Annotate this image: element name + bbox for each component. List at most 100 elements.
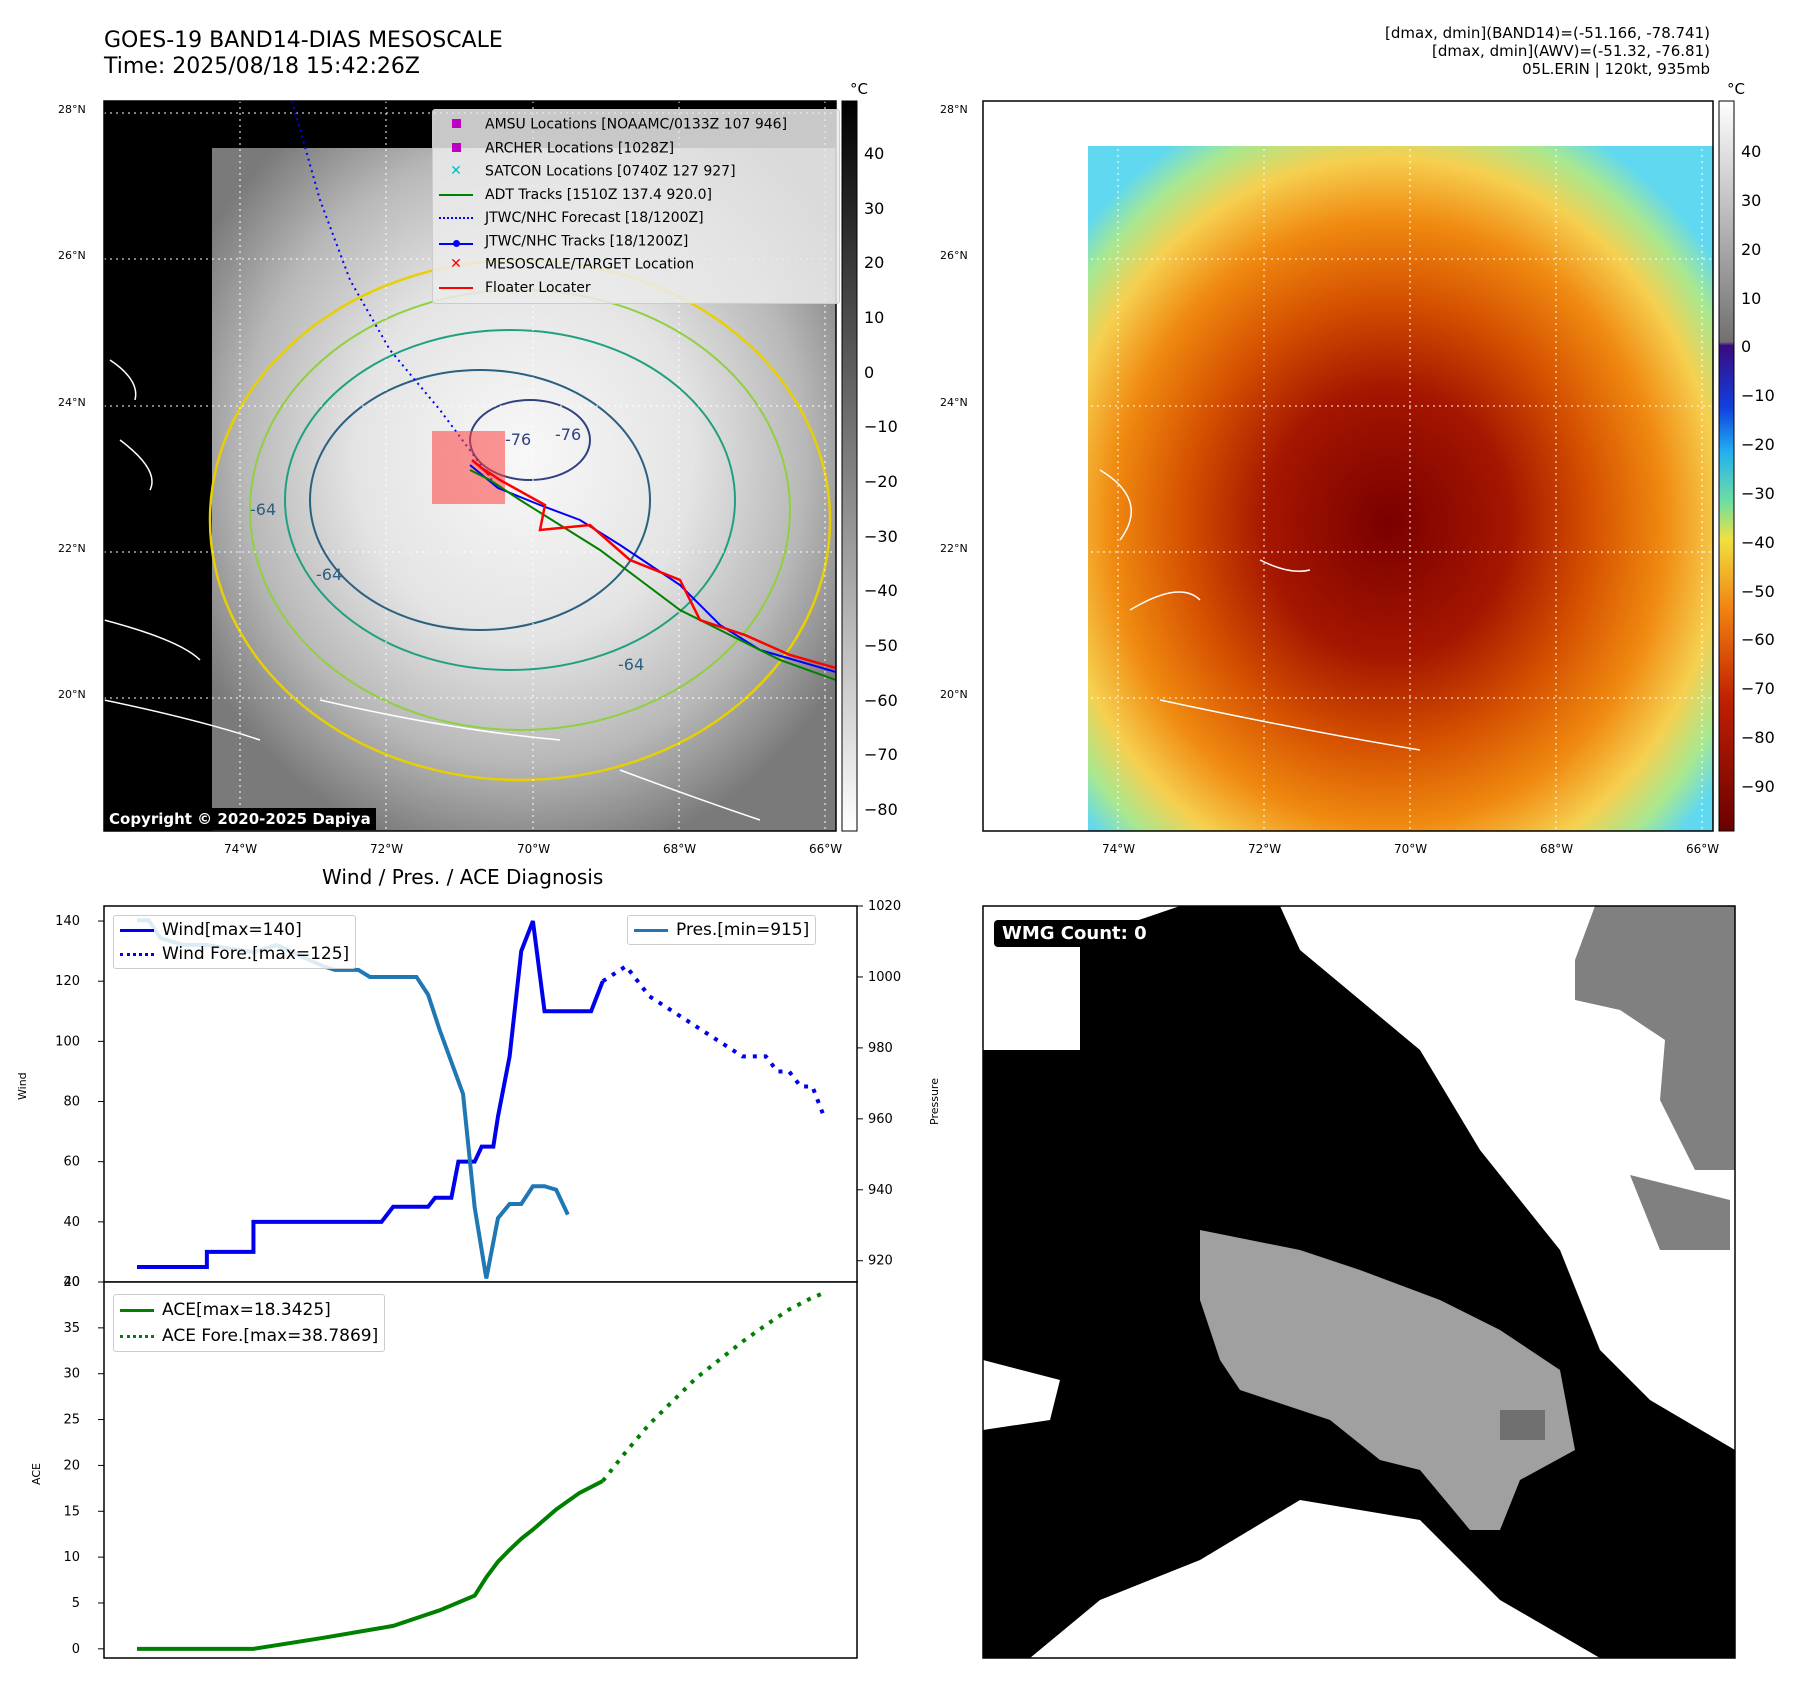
colorbar-tick-label: 0 [864, 362, 875, 382]
colorbar-tick-label: −70 [864, 745, 898, 765]
legend-row: ADT Tracks [1510Z 137.4 920.0] [439, 184, 833, 207]
lon-label: 72°W [370, 842, 404, 856]
colorbar-left-unit: °C [850, 80, 868, 98]
y2-tick-label: 1000 [868, 970, 901, 985]
ace-ylabel: ACE [30, 1463, 43, 1485]
legend-label: JTWC/NHC Tracks [18/1200Z] [485, 233, 689, 249]
adt-track [469, 469, 836, 681]
legend-swatch [439, 286, 473, 289]
legend-swatch: ✕ [450, 256, 462, 272]
colorbar-tick-label: −20 [1741, 435, 1775, 455]
y2-tick-label: 920 [868, 1254, 893, 1269]
coastline [104, 359, 761, 821]
colorbar-tick-label: −60 [864, 690, 898, 710]
wmg-mask-lightgray [1200, 1230, 1575, 1530]
enhanced-ir-image [1088, 146, 1713, 831]
colorbar-tick-label: 30 [864, 198, 885, 218]
colorbar-tick-label: 10 [1741, 288, 1762, 308]
legend-row: ✕ MESOSCALE/TARGET Location [439, 253, 833, 277]
colorbar-tick-label: −80 [864, 800, 898, 819]
legend-label: ARCHER Locations [1028Z] [485, 140, 675, 156]
colorbar-tick-label: 10 [864, 308, 885, 327]
y-tick-label: 25 [63, 1413, 80, 1428]
legend-swatch [439, 216, 473, 219]
ace-plot-area: 0 5 10 15 20 25 30 35 40 [63, 1275, 825, 1657]
contour-teal [284, 329, 736, 671]
legend-label: MESOSCALE/TARGET Location [485, 256, 695, 273]
wmg-panel [983, 906, 1735, 1658]
map-right-frame [982, 100, 1714, 832]
lon-label: 70°W [1394, 842, 1428, 856]
legend-label: SATCON Locations [0740Z 127 927] [485, 163, 736, 180]
ir-map-right [983, 101, 1713, 831]
contour-label: -76 [505, 430, 532, 449]
contour-label: -64 [316, 565, 343, 584]
lat-label: 24°N [940, 396, 968, 409]
contour-label: -64 [618, 655, 645, 674]
lon-label: 70°W [517, 842, 551, 856]
colorbar-tick-label: 40 [1741, 142, 1762, 161]
y2-tick-label: 960 [868, 1112, 893, 1127]
y-tick-label: 30 [63, 1367, 80, 1382]
colorbar-tick-label: −40 [1741, 532, 1775, 552]
legend-swatch: ✕ [450, 163, 462, 179]
colorbar-tick-label: −30 [1741, 483, 1775, 503]
map-left-frame [103, 100, 837, 832]
storm-info: [dmax, dmin](BAND14)=(-51.166, -78.741) … [1385, 24, 1710, 78]
legend-swatch [439, 137, 473, 160]
floater-box [432, 431, 505, 504]
legend-label: AMSU Locations [NOAAMC/0133Z 107 946] [485, 116, 788, 133]
colorbar-tick-label: −20 [864, 472, 898, 491]
legend-item-ace-fore: ACE Fore.[max=38.7869] [120, 1323, 378, 1349]
legend-row: ARCHER Locations [1028Z] [439, 137, 833, 161]
lat-label: 20°N [940, 688, 968, 701]
colorbar-tick-label: −60 [1741, 630, 1775, 650]
lon-label: 74°W [1102, 842, 1136, 856]
contour-blue [309, 369, 651, 631]
lat-label: 26°N [940, 249, 968, 262]
wmg-count-badge: WMG Count: 0 [994, 920, 1155, 947]
legend-swatch [439, 113, 473, 136]
colorbar-tick-label: −10 [1741, 386, 1775, 406]
colorbar-tick-label: −10 [864, 417, 898, 437]
legend-swatch [439, 193, 473, 196]
title-line-2: Time: 2025/08/18 15:42:26Z [104, 54, 420, 79]
lon-label: 68°W [663, 842, 697, 856]
colorbar-right [1718, 100, 1735, 832]
info-line-1: [dmax, dmin](BAND14)=(-51.166, -78.741) [1385, 24, 1710, 42]
lon-label: 66°W [809, 842, 843, 856]
y-tick-label: 15 [63, 1504, 80, 1519]
pressure-ylabel: Pressure [928, 1078, 941, 1125]
series-line-1 [601, 963, 826, 1118]
wmg-mask-gray-2 [1630, 1175, 1730, 1250]
legend-label: JTWC/NHC Forecast [18/1200Z] [485, 209, 704, 226]
wmg-frame [982, 905, 1736, 1659]
legend-item-ace: ACE[max=18.3425] [120, 1297, 378, 1323]
y-tick-label: 0 [72, 1642, 80, 1657]
wind-ylabel: Wind [16, 1072, 29, 1100]
y-tick-label: 140 [55, 914, 80, 929]
legend-row: JTWC/NHC Tracks [18/1200Z] [439, 230, 833, 254]
y-tick-label: 80 [63, 1095, 80, 1110]
colorbar-right-unit: °C [1727, 80, 1745, 98]
y2-tick-label: 1020 [868, 899, 901, 914]
legend-swatch [439, 230, 473, 253]
legend-item-pres: Pres.[min=915] [634, 918, 809, 942]
legend-item-wind: Wind[max=140] [120, 918, 349, 942]
y-tick-label: 100 [55, 1034, 80, 1049]
y-tick-label: 40 [63, 1275, 80, 1290]
colorbar-tick-label: −30 [864, 526, 898, 546]
ace-series-line-0 [137, 1479, 604, 1651]
legend-row: JTWC/NHC Forecast [18/1200Z] [439, 207, 833, 230]
diagnosis-title: Wind / Pres. / ACE Diagnosis [322, 865, 604, 889]
forecast-track [291, 101, 499, 489]
copyright: Copyright © 2020-2025 Dapiya [104, 808, 376, 830]
y-tick-label: 35 [63, 1321, 80, 1336]
pressure-legend: Pres.[min=915] [627, 915, 817, 945]
legend-item-wind-fore: Wind Fore.[max=125] [120, 942, 349, 966]
lat-label: 26°N [58, 249, 86, 262]
legend-label: ADT Tracks [1510Z 137.4 920.0] [485, 186, 712, 203]
colorbar-tick-label: −80 [1741, 728, 1775, 748]
y-tick-label: 10 [63, 1550, 80, 1565]
